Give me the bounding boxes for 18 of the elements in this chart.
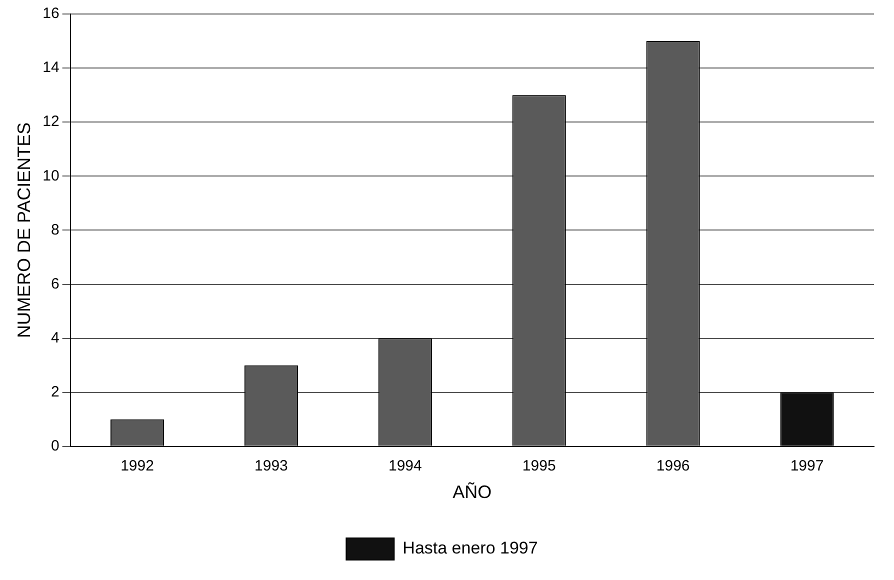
- x-tick-label: 1996: [656, 458, 690, 475]
- y-tick-label: 4: [50, 329, 60, 346]
- x-tick-label: 1995: [522, 458, 556, 475]
- y-tick-label: 12: [42, 113, 60, 130]
- y-tick-label: 6: [50, 275, 60, 292]
- legend-label: Hasta enero 1997: [402, 538, 538, 558]
- x-tick-label: 1992: [120, 458, 154, 475]
- y-tick-label: 16: [42, 5, 60, 22]
- x-tick-label: 1994: [388, 458, 422, 475]
- y-tick-label: 10: [42, 167, 60, 184]
- y-tick-label: 0: [50, 438, 60, 455]
- y-tick-label: 8: [50, 221, 60, 238]
- x-tick-label: 1993: [254, 458, 288, 475]
- x-tick-label: 1997: [790, 458, 824, 475]
- y-axis-title: NUMERO DE PACIENTES: [14, 122, 34, 338]
- y-tick-label: 14: [42, 59, 60, 76]
- x-axis-title: AÑO: [452, 482, 492, 502]
- y-tick-label: 2: [50, 383, 60, 400]
